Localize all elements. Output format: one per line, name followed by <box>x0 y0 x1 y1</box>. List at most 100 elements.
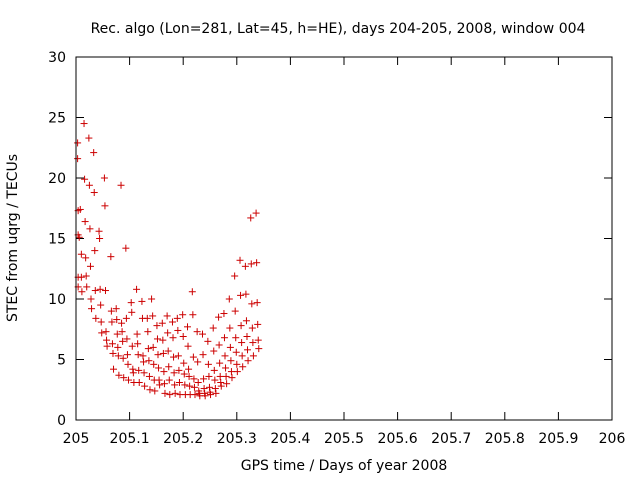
data-point <box>244 346 252 354</box>
data-point <box>96 285 104 293</box>
data-point <box>91 247 99 255</box>
data-point <box>108 318 116 326</box>
data-point <box>133 330 141 338</box>
data-point <box>96 235 104 242</box>
data-point <box>109 349 117 357</box>
data-point <box>140 358 148 366</box>
data-point <box>180 370 188 378</box>
data-point <box>205 372 213 380</box>
data-point <box>210 366 218 374</box>
data-point <box>168 318 176 326</box>
y-axis-label: STEC from uqrg / TECUs <box>5 154 21 322</box>
data-point <box>85 134 93 142</box>
data-point <box>180 359 188 367</box>
data-point <box>140 369 148 377</box>
data-point <box>113 316 121 324</box>
data-point <box>194 378 202 386</box>
data-point <box>159 349 167 357</box>
data-point <box>220 310 228 318</box>
data-point <box>174 326 182 334</box>
data-point <box>163 312 171 320</box>
data-point <box>216 359 224 367</box>
data-point <box>90 189 98 197</box>
x-tick-label: 205.5 <box>324 431 364 447</box>
data-point <box>107 253 115 261</box>
data-point <box>77 273 85 281</box>
data-point <box>151 387 159 395</box>
data-point <box>138 297 146 305</box>
data-point <box>215 313 223 321</box>
data-point <box>145 357 153 365</box>
data-point <box>186 382 194 390</box>
data-point <box>170 353 178 361</box>
data-point <box>233 360 241 368</box>
data-point <box>210 347 218 355</box>
data-point <box>220 334 228 342</box>
data-point <box>92 314 100 322</box>
data-point <box>253 259 261 267</box>
data-point <box>124 360 132 368</box>
data-point <box>221 352 229 360</box>
data-point <box>122 244 130 252</box>
data-point <box>146 386 154 394</box>
data-point <box>159 336 167 344</box>
data-point <box>83 283 91 291</box>
data-point <box>149 312 157 320</box>
data-point <box>211 376 219 384</box>
x-axis-ticks: 205 205.1 205.2 205.3 205.4 205.5 205.6 205.7 20… <box>63 57 625 447</box>
data-point <box>228 374 236 382</box>
data-point <box>77 250 85 258</box>
data-point <box>253 299 261 307</box>
data-points <box>74 120 263 400</box>
data-point <box>118 328 126 336</box>
data-point <box>184 342 192 350</box>
data-point <box>74 155 82 163</box>
data-point <box>238 352 246 360</box>
data-point <box>82 272 90 280</box>
x-tick-label: 205.4 <box>270 431 310 447</box>
data-point <box>129 365 137 373</box>
y-tick-label: 10 <box>48 292 66 308</box>
data-point <box>145 372 153 380</box>
data-point <box>122 314 130 322</box>
data-point <box>128 308 136 316</box>
data-point <box>171 381 179 389</box>
data-point <box>74 139 82 147</box>
x-axis-label: GPS time / Days of year 2008 <box>241 458 448 474</box>
data-point <box>201 392 209 400</box>
y-tick-label: 20 <box>48 171 66 187</box>
data-point <box>169 334 177 342</box>
data-point <box>148 295 156 303</box>
data-point <box>87 295 95 303</box>
data-point <box>76 205 84 213</box>
data-point <box>222 364 230 372</box>
data-point <box>103 336 111 344</box>
data-point <box>183 323 191 331</box>
x-tick-label: 205.3 <box>217 431 257 447</box>
data-point <box>248 300 256 308</box>
data-point <box>165 363 173 371</box>
data-point <box>102 328 110 336</box>
data-point <box>119 337 127 345</box>
data-point <box>129 369 137 377</box>
data-point <box>144 328 152 336</box>
data-point <box>123 335 131 343</box>
data-point <box>85 181 93 189</box>
data-point <box>212 389 220 397</box>
data-point <box>222 372 230 380</box>
data-point <box>128 342 136 350</box>
data-point <box>155 364 163 372</box>
data-point <box>247 260 255 268</box>
data-point <box>112 305 120 313</box>
data-point <box>231 272 239 280</box>
data-point <box>217 378 225 386</box>
data-point <box>171 389 179 397</box>
data-point <box>237 291 245 299</box>
data-point <box>78 288 86 296</box>
data-point <box>191 391 199 399</box>
data-point <box>190 383 198 391</box>
data-point <box>211 385 219 393</box>
data-point <box>101 202 109 210</box>
data-point <box>198 330 206 338</box>
data-point <box>237 322 245 330</box>
